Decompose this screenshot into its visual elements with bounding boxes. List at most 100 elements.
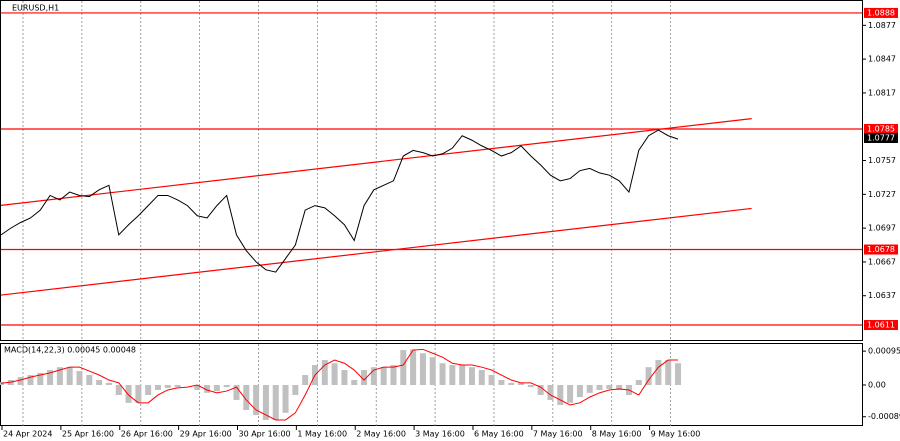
- macd-bar: [125, 385, 132, 403]
- macd-bar: [616, 385, 623, 390]
- macd-bar: [96, 380, 103, 385]
- macd-bar: [292, 385, 299, 395]
- macd-bar: [262, 385, 269, 420]
- macd-bar: [527, 385, 534, 388]
- level-label: 1.0888: [867, 8, 895, 17]
- macd-bar: [37, 372, 44, 385]
- macd-signal: [0, 348, 679, 421]
- macd-bar: [380, 367, 387, 385]
- macd-bar: [596, 385, 603, 390]
- y-tick-label: 1.0667: [868, 257, 896, 266]
- macd-bar: [468, 367, 475, 385]
- macd-bar: [253, 385, 260, 415]
- macd-bar: [115, 385, 122, 395]
- macd-bar: [410, 349, 417, 385]
- macd-bar: [272, 385, 279, 420]
- x-tick-label: 25 Apr 16:00: [62, 430, 114, 439]
- x-tick-label: 1 May 16:00: [297, 430, 347, 439]
- macd-bar: [331, 363, 338, 385]
- macd-bar: [164, 385, 171, 388]
- x-tick-label: 6 May 16:00: [474, 430, 524, 439]
- macd-bar: [213, 385, 220, 392]
- macd-bar: [223, 385, 230, 388]
- macd-bar: [635, 380, 642, 385]
- macd-bar: [361, 370, 368, 385]
- macd-bar: [351, 380, 358, 385]
- macd-bar: [508, 382, 515, 385]
- y-tick-label: 1.0697: [868, 224, 896, 233]
- macd-bar: [547, 385, 554, 400]
- macd-bar: [439, 363, 446, 385]
- macd-bar: [390, 365, 397, 385]
- macd-bar: [66, 367, 73, 385]
- x-tick-label: 7 May 16:00: [533, 430, 583, 439]
- macd-bar: [429, 357, 436, 385]
- macd-bar: [76, 371, 83, 385]
- x-tick-label: 9 May 16:00: [651, 430, 701, 439]
- macd-bar: [586, 385, 593, 393]
- macd-bar: [105, 382, 112, 385]
- macd-bar: [47, 370, 54, 385]
- y-tick-label: 1.0847: [868, 55, 896, 64]
- macd-bar: [419, 353, 426, 385]
- macd-bar: [498, 380, 505, 385]
- macd-bar: [145, 385, 152, 395]
- level-label: 1.0785: [867, 124, 895, 133]
- macd-bar: [27, 375, 34, 385]
- macd-bar: [488, 375, 495, 385]
- macd-bar: [567, 385, 574, 403]
- macd-bar: [557, 385, 564, 405]
- y-tick-label: -0.00089: [868, 412, 900, 421]
- macd-bar: [537, 385, 544, 395]
- channel-line: [0, 207, 752, 296]
- macd-bar: [576, 385, 583, 398]
- macd-bar: [675, 363, 682, 385]
- macd-bar: [321, 360, 328, 385]
- macd-bar: [606, 385, 613, 389]
- level-label-box: [864, 244, 898, 255]
- x-tick-label: 2 May 16:00: [356, 430, 406, 439]
- level-label-box: [864, 123, 898, 134]
- y-tick-label: 0.00095: [868, 347, 900, 356]
- macd-bar: [449, 365, 456, 385]
- macd-bar: [135, 385, 142, 403]
- x-tick-label: 26 Apr 16:00: [121, 430, 173, 439]
- level-label-box: [864, 7, 898, 18]
- macd-bar: [518, 382, 525, 385]
- macd-bar: [243, 385, 250, 410]
- x-tick-label: 24 Apr 2024: [3, 430, 52, 439]
- current-price-label: 1.0777: [867, 133, 895, 142]
- y-tick-label: 1.0637: [868, 291, 896, 300]
- price-line: [0, 129, 679, 273]
- level-label: 1.0611: [867, 321, 895, 330]
- macd-bar: [204, 385, 211, 393]
- y-tick-label: 0.00: [868, 381, 886, 390]
- macd-bar: [233, 385, 240, 400]
- y-tick-label: 1.0757: [868, 156, 896, 165]
- macd-bar: [17, 377, 24, 385]
- level-label: 1.0678: [867, 245, 895, 254]
- macd-title: MACD(14,22,3) 0.00045 0.00048: [4, 346, 136, 355]
- macd-bar: [302, 375, 309, 385]
- macd-bar: [370, 367, 377, 385]
- chart-title: EURUSD,H1: [12, 4, 59, 13]
- macd-bar: [282, 385, 289, 413]
- macd-bar: [341, 370, 348, 385]
- channel-line: [0, 118, 752, 206]
- macd-bar: [645, 367, 652, 385]
- y-tick-label: 1.0817: [868, 88, 896, 97]
- y-tick-label: 1.0877: [868, 21, 896, 30]
- macd-bar: [86, 375, 93, 385]
- price-frame: [0, 0, 863, 341]
- macd-bar: [56, 367, 63, 385]
- macd-bar: [174, 385, 181, 388]
- x-tick-label: 30 Apr 16:00: [238, 430, 290, 439]
- macd-bar: [655, 360, 662, 385]
- x-tick-label: 8 May 16:00: [592, 430, 642, 439]
- level-label-box: [864, 320, 898, 331]
- x-tick-label: 29 Apr 16:00: [180, 430, 232, 439]
- y-tick-label: 1.0727: [868, 190, 896, 199]
- macd-bar: [154, 385, 161, 390]
- macd-bar: [400, 350, 407, 385]
